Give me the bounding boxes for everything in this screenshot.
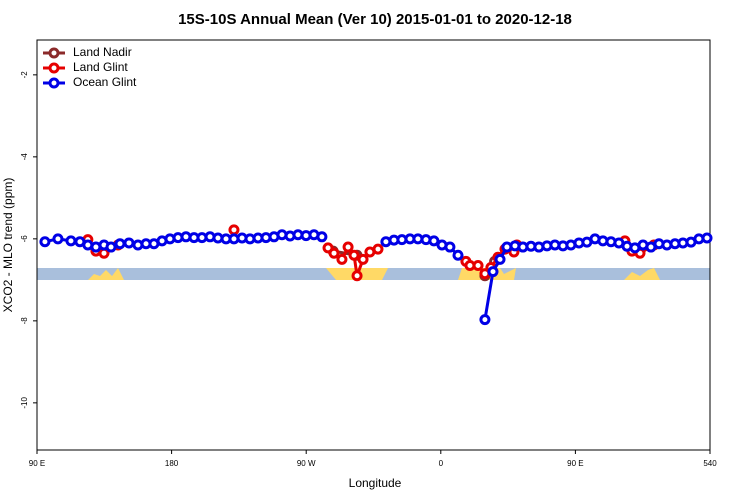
data-point: [428, 235, 440, 247]
y-axis-label: XCO2 - MLO trend (ppm): [1, 178, 15, 313]
x-tick-label: 180: [165, 459, 179, 468]
legend-label: Land Glint: [73, 60, 128, 74]
data-point: [336, 253, 348, 265]
data-point: [372, 243, 384, 255]
land-patch: [624, 268, 660, 280]
data-point: [114, 238, 126, 250]
y-tick-label: -4: [20, 153, 29, 161]
x-tick-label: 0: [439, 459, 444, 468]
legend-marker: [48, 77, 60, 89]
data-point: [342, 241, 354, 253]
data-point: [123, 237, 135, 249]
legend-label: Land Nadir: [73, 45, 132, 59]
x-axis-label: Longitude: [349, 476, 402, 490]
legend-label: Ocean Glint: [73, 75, 137, 89]
data-point: [444, 241, 456, 253]
data-point: [487, 266, 499, 278]
data-point: [494, 253, 506, 265]
data-point: [357, 253, 369, 265]
data-point: [52, 233, 64, 245]
data-point: [351, 270, 363, 282]
y-tick-label: -10: [20, 397, 29, 409]
data-point: [472, 260, 484, 271]
x-tick-label: 90 E: [567, 459, 583, 468]
y-tick-label: -2: [20, 71, 29, 79]
data-point: [316, 231, 328, 243]
data-point: [328, 247, 340, 259]
data-point: [701, 232, 713, 244]
legend-marker: [48, 47, 60, 59]
land-patch: [88, 268, 124, 280]
legend-marker: [48, 62, 60, 74]
data-point: [452, 249, 464, 261]
x-tick-label: 90 E: [29, 459, 45, 468]
y-tick-label: -6: [20, 235, 29, 243]
data-point: [65, 235, 77, 247]
data-point: [228, 224, 240, 236]
data-point: [479, 314, 491, 326]
data-point: [39, 236, 51, 248]
surface-band: [37, 268, 710, 280]
plot-frame: [36, 39, 711, 451]
x-tick-label: 90 W: [297, 459, 316, 468]
data-point: [105, 241, 117, 253]
data-point: [348, 249, 360, 261]
chart-title: 15S-10S Annual Mean (Ver 10) 2015-01-01 …: [178, 11, 572, 28]
x-tick-label: 540: [703, 459, 717, 468]
y-tick-label: -8: [20, 317, 29, 325]
